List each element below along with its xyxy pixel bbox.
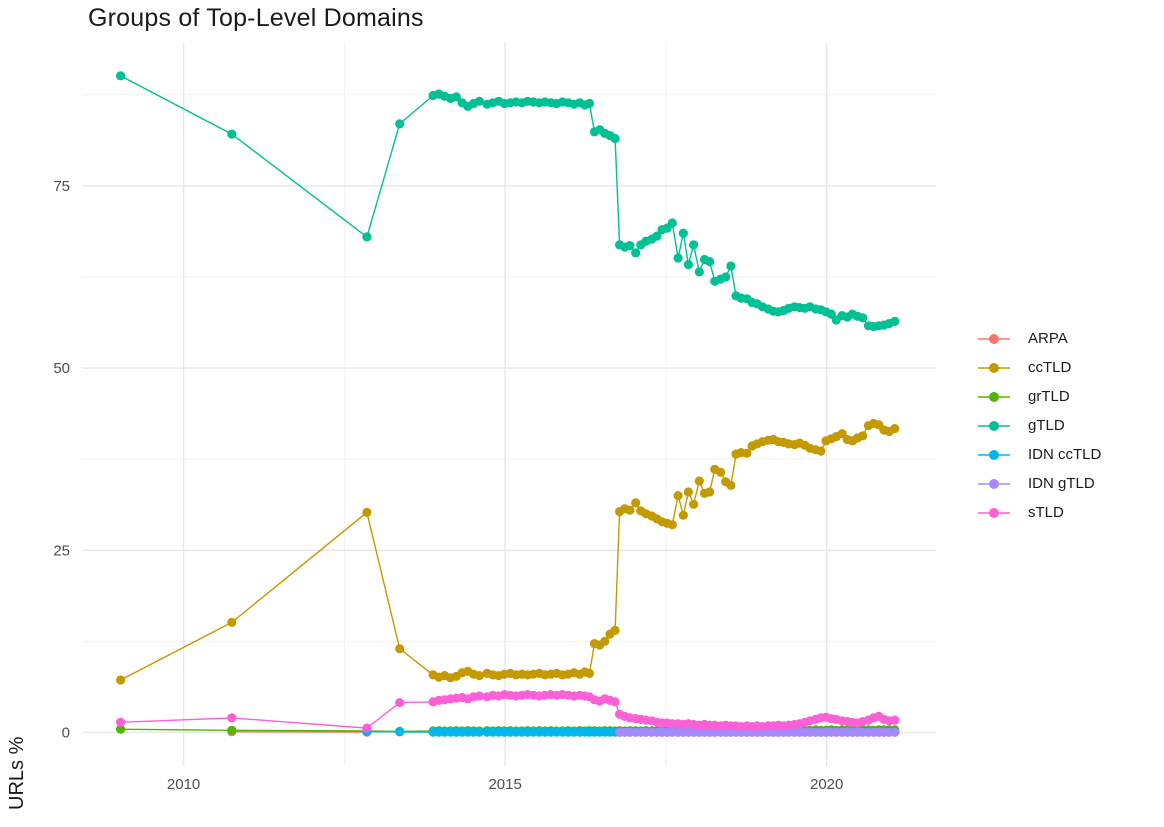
axis-tick-labels: 2010 2015 2020 0 25 50 75 bbox=[53, 178, 843, 793]
data-point bbox=[631, 498, 641, 508]
data-point bbox=[362, 507, 372, 517]
y-tick-label: 50 bbox=[53, 360, 70, 377]
data-point bbox=[395, 698, 405, 708]
data-point bbox=[116, 717, 126, 727]
data-point bbox=[683, 260, 694, 270]
legend-key-icon bbox=[978, 507, 1010, 518]
data-point bbox=[694, 476, 704, 486]
legend-key-icon bbox=[978, 478, 1010, 489]
data-point bbox=[673, 253, 683, 263]
data-point bbox=[116, 724, 126, 734]
data-point bbox=[890, 715, 900, 725]
legend-item-ARPA: ARPA bbox=[978, 324, 1101, 353]
legend-key-icon bbox=[978, 391, 1010, 402]
data-point bbox=[726, 480, 736, 490]
data-point bbox=[667, 218, 677, 228]
y-tick-label: 75 bbox=[53, 178, 70, 195]
series-sTLD bbox=[116, 690, 900, 733]
legend-item-sTLD: sTLD bbox=[978, 498, 1101, 527]
data-point bbox=[858, 313, 868, 323]
data-point bbox=[362, 723, 372, 733]
data-point bbox=[652, 231, 662, 241]
legend-item-gTLD: gTLD bbox=[978, 411, 1101, 440]
data-point bbox=[395, 727, 405, 737]
data-point bbox=[395, 644, 405, 654]
x-tick-label: 2015 bbox=[488, 776, 521, 793]
gridlines bbox=[82, 43, 936, 766]
y-tick-label: 0 bbox=[62, 724, 70, 741]
series-ARPA bbox=[227, 727, 372, 737]
y-tick-label: 25 bbox=[53, 542, 70, 559]
data-point bbox=[362, 232, 372, 242]
legend-item-label: ARPA bbox=[1028, 330, 1068, 347]
data-point bbox=[890, 316, 900, 326]
data-point bbox=[678, 510, 688, 520]
legend-item-label: ccTLD bbox=[1028, 359, 1072, 376]
data-point bbox=[858, 431, 868, 441]
data-point bbox=[705, 257, 715, 267]
data-point bbox=[474, 96, 484, 106]
data-point bbox=[816, 446, 826, 456]
data-point bbox=[667, 520, 677, 530]
data-point bbox=[227, 617, 237, 628]
series-gTLD bbox=[116, 71, 900, 332]
data-point bbox=[227, 129, 237, 139]
data-point bbox=[689, 499, 699, 509]
data-point bbox=[890, 727, 900, 737]
data-point bbox=[890, 424, 900, 434]
series-line bbox=[120, 75, 896, 328]
legend-item-IDN-ccTLD: IDN ccTLD bbox=[978, 440, 1101, 469]
data-point bbox=[610, 625, 620, 636]
legend-item-label: grTLD bbox=[1028, 388, 1070, 405]
data-point bbox=[610, 697, 620, 707]
legend-item-ccTLD: ccTLD bbox=[978, 353, 1101, 382]
data-point bbox=[395, 119, 405, 129]
x-tick-label: 2010 bbox=[167, 776, 200, 793]
data-point bbox=[474, 727, 484, 737]
series-ccTLD bbox=[116, 418, 900, 685]
data-point bbox=[678, 228, 688, 238]
legend-key-icon bbox=[978, 333, 1010, 344]
legend-item-label: sTLD bbox=[1028, 504, 1064, 521]
legend-key-icon bbox=[978, 420, 1010, 431]
data-point bbox=[689, 240, 699, 250]
data-point bbox=[683, 487, 694, 497]
legend-item-grTLD: grTLD bbox=[978, 382, 1101, 411]
legend: ARPA ccTLD grTLD gTLD IDN ccTLD IDN gTLD sTLD bbox=[978, 324, 1101, 527]
data-point bbox=[716, 467, 726, 477]
legend-key-icon bbox=[978, 362, 1010, 373]
data-point bbox=[474, 691, 484, 701]
data-point bbox=[631, 248, 641, 258]
data-point bbox=[705, 487, 715, 497]
data-point bbox=[116, 71, 126, 81]
data-point bbox=[673, 491, 683, 501]
data-point bbox=[610, 133, 620, 144]
data-point bbox=[116, 675, 126, 685]
legend-item-label: IDN ccTLD bbox=[1028, 446, 1102, 463]
legend-item-label: IDN gTLD bbox=[1028, 475, 1095, 492]
data-point bbox=[625, 241, 635, 251]
data-point bbox=[721, 272, 731, 282]
legend-item-IDN-gTLD: IDN gTLD bbox=[978, 469, 1101, 498]
data-point bbox=[227, 725, 237, 735]
data-point bbox=[726, 261, 736, 271]
data-point bbox=[584, 98, 595, 109]
data-point bbox=[600, 636, 610, 647]
x-tick-label: 2020 bbox=[810, 776, 843, 793]
legend-key-icon bbox=[978, 449, 1010, 460]
data-point bbox=[584, 668, 595, 679]
legend-item-label: gTLD bbox=[1028, 417, 1065, 434]
data-point bbox=[227, 713, 237, 723]
data-point bbox=[694, 267, 704, 277]
data-point bbox=[625, 505, 635, 515]
chart-title: Groups of Top-Level Domains bbox=[88, 4, 424, 32]
data-point bbox=[742, 448, 752, 458]
data-point bbox=[451, 92, 461, 102]
data-point bbox=[474, 671, 484, 681]
